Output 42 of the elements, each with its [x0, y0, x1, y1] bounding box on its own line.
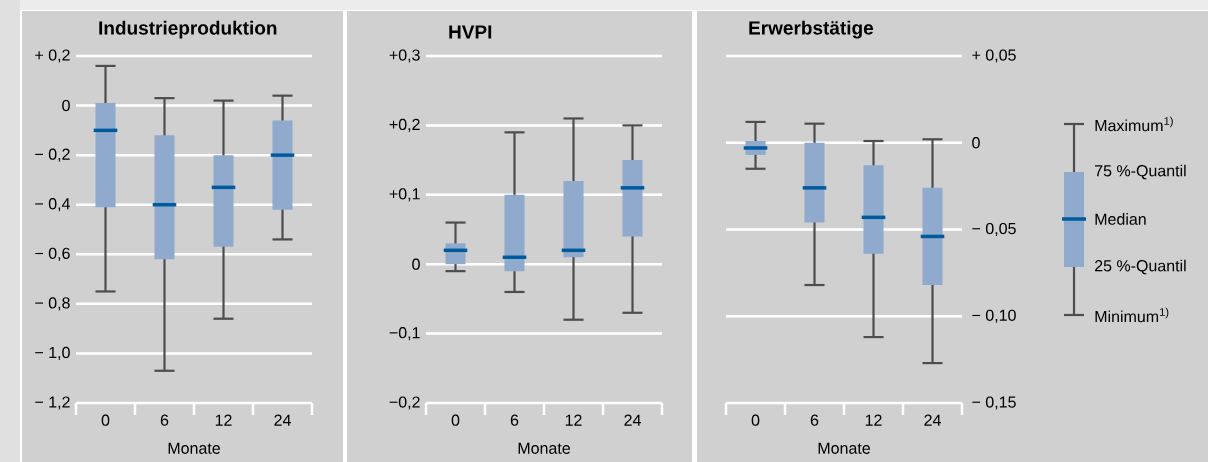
text: Minimum$^{1)}$ [1095, 307, 1169, 323]
x-axis-title: Monate [168, 442, 220, 454]
x-tick-label: 12 [215, 414, 232, 426]
y-tick-label: +0,2 [389, 118, 420, 133]
y-tick-label: +0,1 [389, 188, 420, 202]
x-tick-label: 6 [810, 414, 819, 426]
chart-title: HVPI [449, 25, 492, 39]
y-tick-label: − 0,10 [972, 309, 1016, 323]
chart-title: Erwerbstätige [749, 20, 874, 39]
x-tick-label: 6 [160, 414, 169, 426]
y-tick-label: − 0,05 [972, 222, 1016, 237]
x-tick-label: 6 [510, 414, 519, 426]
x-tick-label: 0 [101, 414, 110, 426]
x-tick-label: 0 [751, 414, 760, 426]
y-tick-label: 0 [972, 137, 980, 149]
x-tick-label: 24 [624, 414, 641, 426]
y-tick-label: 0 [62, 99, 70, 112]
y-tick-label: − 0,15 [972, 396, 1016, 410]
text: 75 %-Quantil [1095, 164, 1186, 180]
y-tick-label: − 1,0 [35, 346, 70, 361]
y-tick-label: 0 [412, 258, 420, 270]
x-tick-label: 12 [865, 414, 882, 426]
x-tick-label: 24 [274, 414, 291, 426]
text: Maximum$^{1)}$ [1095, 116, 1173, 132]
y-tick-label: − 0,4 [35, 198, 70, 212]
y-tick-label: + 0,05 [972, 49, 1016, 63]
y-tick-label: − 0,8 [35, 297, 70, 311]
y-tick-label: + 0,2 [35, 49, 70, 63]
y-tick-label: − 0,6 [35, 247, 70, 261]
y-tick-label: −0,1 [389, 326, 420, 341]
y-tick-label: − 0,2 [35, 148, 70, 162]
y-tick-label: +0,3 [389, 49, 420, 63]
text: Median [1095, 213, 1146, 225]
x-tick-label: 24 [924, 414, 941, 426]
y-tick-label: − 1,2 [35, 396, 70, 410]
chart-title: Industrieproduktion [99, 20, 277, 39]
x-tick-label: 0 [451, 414, 460, 426]
x-tick-label: 12 [565, 414, 582, 426]
text: 25 %-Quantil [1095, 259, 1186, 275]
y-tick-label: −0,2 [389, 396, 420, 410]
x-axis-title: Monate [818, 442, 870, 454]
x-axis-title: Monate [518, 442, 570, 454]
